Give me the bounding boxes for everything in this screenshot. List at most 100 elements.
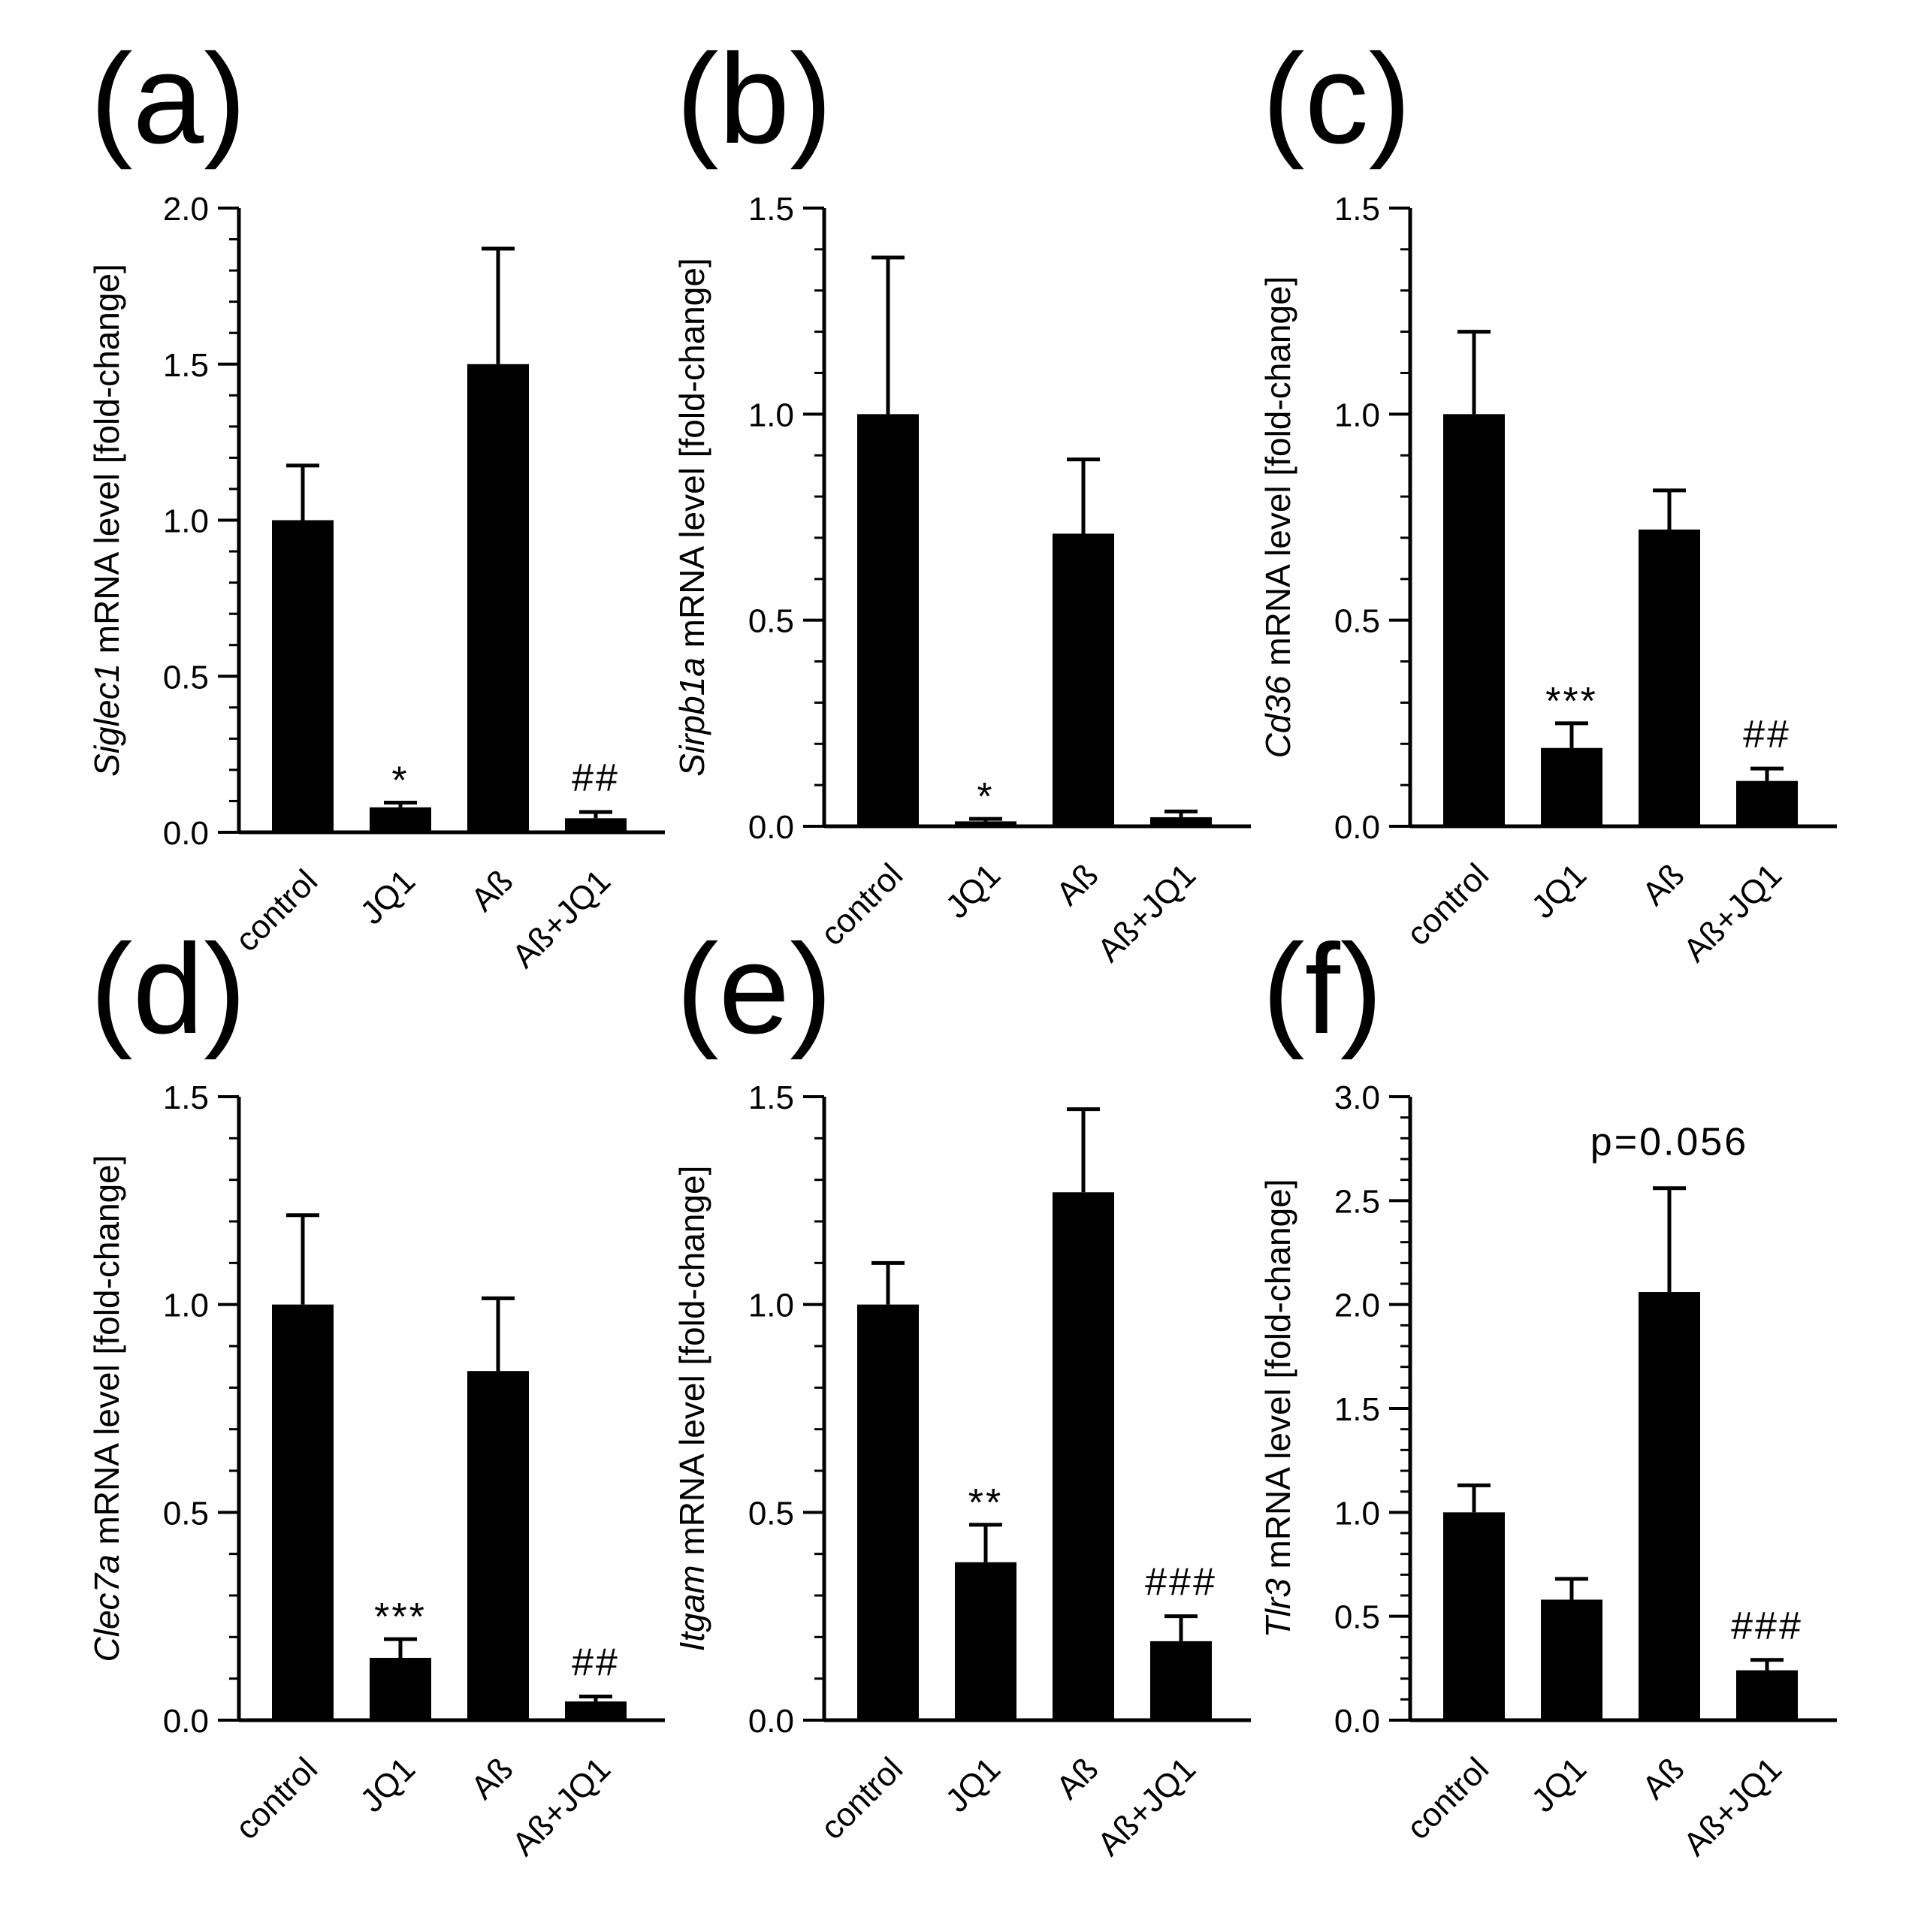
y-axis-title-gene: Siglec1 bbox=[87, 663, 126, 777]
category-label: control bbox=[228, 1750, 325, 1846]
y-tick-label: 1.5 bbox=[163, 1079, 209, 1116]
category-label: control bbox=[814, 1750, 910, 1846]
y-tick-label: 1.5 bbox=[748, 191, 794, 228]
chart-panel-b: (b) 0.0 0.5 1.0 1.5 Sirpb1a mRNA level [fold-… bbox=[672, 28, 1251, 969]
category-label: JQ1 bbox=[938, 1750, 1007, 1819]
category-label: Aß+JQ1 bbox=[1090, 1750, 1203, 1863]
bar-2 bbox=[1639, 1292, 1700, 1720]
chart-panel-a: (a) 0.0 0.5 1.0 1.5 2.0 Siglec1 mRNA level [fo… bbox=[87, 28, 665, 975]
y-tick-label: 0.5 bbox=[1334, 603, 1380, 640]
bar-1 bbox=[1541, 1599, 1602, 1720]
significance-annotation: ## bbox=[572, 756, 620, 800]
bar-0 bbox=[857, 414, 919, 826]
y-tick-label: 0.5 bbox=[163, 1495, 209, 1532]
category-label: Aß bbox=[464, 1750, 520, 1806]
y-tick-label: 1.5 bbox=[1334, 1391, 1380, 1428]
panel-letter: (d) bbox=[90, 918, 246, 1061]
bar-2 bbox=[1053, 533, 1114, 826]
significance-annotation: *** bbox=[1545, 680, 1598, 723]
bar-3 bbox=[1150, 817, 1212, 826]
category-label: JQ1 bbox=[353, 1750, 422, 1819]
y-tick-label: 1.0 bbox=[1334, 397, 1380, 433]
category-label: Aß bbox=[464, 862, 520, 918]
bar-1 bbox=[1541, 747, 1602, 826]
y-axis-title: Clec7a mRNA level [fold-change] bbox=[87, 1155, 126, 1662]
bar-0 bbox=[272, 520, 334, 832]
category-label: Aß bbox=[1050, 1750, 1105, 1806]
bar-2 bbox=[467, 364, 529, 832]
chart-panel-d: (d) 0.0 0.5 1.0 1.5 Clec7a mRNA level [fold-c… bbox=[87, 918, 665, 1863]
y-tick-label: 1.0 bbox=[1334, 1495, 1380, 1532]
bar-2 bbox=[1639, 529, 1700, 826]
category-label: Aß+JQ1 bbox=[505, 862, 618, 975]
significance-annotation: ### bbox=[1731, 1604, 1803, 1648]
panel-letter: (c) bbox=[1262, 28, 1411, 171]
bar-1 bbox=[955, 1562, 1016, 1720]
significance-annotation: * bbox=[977, 775, 994, 819]
bar-1 bbox=[370, 1658, 431, 1720]
y-axis-title-unit: mRNA level [fold-change] bbox=[672, 1166, 711, 1565]
bar-3 bbox=[565, 1701, 627, 1720]
y-axis-title-unit: mRNA level [fold-change] bbox=[1258, 276, 1297, 676]
category-label: Aß bbox=[1636, 1750, 1691, 1806]
y-tick-label: 0.5 bbox=[163, 659, 209, 696]
bar-0 bbox=[857, 1304, 919, 1720]
y-tick-label: 1.0 bbox=[748, 1287, 794, 1324]
category-label: JQ1 bbox=[1524, 856, 1593, 925]
y-tick-label: 0.5 bbox=[748, 603, 794, 640]
y-tick-label: 2.0 bbox=[163, 191, 209, 228]
panel-letter: (f) bbox=[1262, 918, 1382, 1061]
y-axis-title: Cd36 mRNA level [fold-change] bbox=[1258, 276, 1297, 759]
y-axis-title-gene: Tlr3 bbox=[1258, 1578, 1297, 1638]
y-axis-title-unit: mRNA level [fold-change] bbox=[672, 258, 711, 657]
bar-3 bbox=[1736, 1670, 1798, 1720]
significance-annotation: ### bbox=[1145, 1561, 1217, 1604]
significance-annotation: *** bbox=[374, 1595, 427, 1639]
p-value-annotation: p=0.056 bbox=[1590, 1120, 1748, 1164]
bar-0 bbox=[1443, 1512, 1505, 1720]
category-label: control bbox=[1400, 1750, 1496, 1846]
y-tick-label: 0.5 bbox=[1334, 1599, 1380, 1636]
y-tick-label: 0.0 bbox=[748, 1703, 794, 1740]
y-axis-title-gene: Clec7a bbox=[87, 1554, 126, 1662]
y-axis-title-gene: Sirpb1a bbox=[672, 657, 711, 777]
chart-panel-f: (f) 0.0 0.5 1.0 1.5 2.0 2.5 3.0 Tlr3 mRNA level … bbox=[1258, 918, 1837, 1863]
y-tick-label: 3.0 bbox=[1334, 1079, 1380, 1116]
y-tick-label: 0.0 bbox=[1334, 809, 1380, 846]
y-axis-title-gene: Itgam bbox=[672, 1565, 711, 1651]
bar-0 bbox=[1443, 414, 1505, 826]
panel-letter: (b) bbox=[676, 28, 832, 171]
y-axis-title: Siglec1 mRNA level [fold-change] bbox=[87, 264, 126, 777]
y-tick-label: 0.0 bbox=[1334, 1703, 1380, 1740]
category-label: Aß+JQ1 bbox=[1676, 856, 1789, 969]
bar-1 bbox=[955, 821, 1016, 826]
bar-2 bbox=[1053, 1192, 1114, 1720]
significance-annotation: ** bbox=[968, 1481, 1003, 1525]
y-axis-title-unit: mRNA level [fold-change] bbox=[1258, 1179, 1297, 1578]
y-tick-label: 1.0 bbox=[748, 397, 794, 433]
y-axis-title: Sirpb1a mRNA level [fold-change] bbox=[672, 258, 711, 776]
chart-panel-e: (e) 0.0 0.5 1.0 1.5 Itgam mRNA level [fold-ch… bbox=[672, 918, 1251, 1863]
category-label: Aß+JQ1 bbox=[505, 1750, 618, 1863]
category-label: Aß bbox=[1636, 856, 1691, 912]
chart-panel-c: (c) 0.0 0.5 1.0 1.5 Cd36 mRNA level [fold-cha… bbox=[1258, 28, 1837, 969]
category-label: Aß+JQ1 bbox=[1676, 1750, 1789, 1863]
category-label: JQ1 bbox=[353, 862, 422, 931]
y-tick-label: 1.5 bbox=[163, 347, 209, 384]
y-axis-title: Itgam mRNA level [fold-change] bbox=[672, 1166, 711, 1652]
y-axis-title: Tlr3 mRNA level [fold-change] bbox=[1258, 1179, 1297, 1638]
bar-2 bbox=[467, 1371, 529, 1720]
y-tick-label: 0.0 bbox=[163, 1703, 209, 1740]
y-tick-label: 1.5 bbox=[1334, 191, 1380, 228]
category-label: JQ1 bbox=[938, 856, 1007, 925]
y-tick-label: 1.5 bbox=[748, 1079, 794, 1116]
significance-annotation: ## bbox=[1743, 713, 1791, 756]
y-tick-label: 2.5 bbox=[1334, 1183, 1380, 1220]
panel-letter: (e) bbox=[676, 918, 832, 1061]
category-label: control bbox=[1400, 856, 1496, 952]
y-axis-title-gene: Cd36 bbox=[1258, 675, 1297, 758]
y-tick-label: 0.0 bbox=[748, 809, 794, 846]
bar-3 bbox=[1150, 1641, 1212, 1720]
panel-letter: (a) bbox=[90, 28, 246, 171]
